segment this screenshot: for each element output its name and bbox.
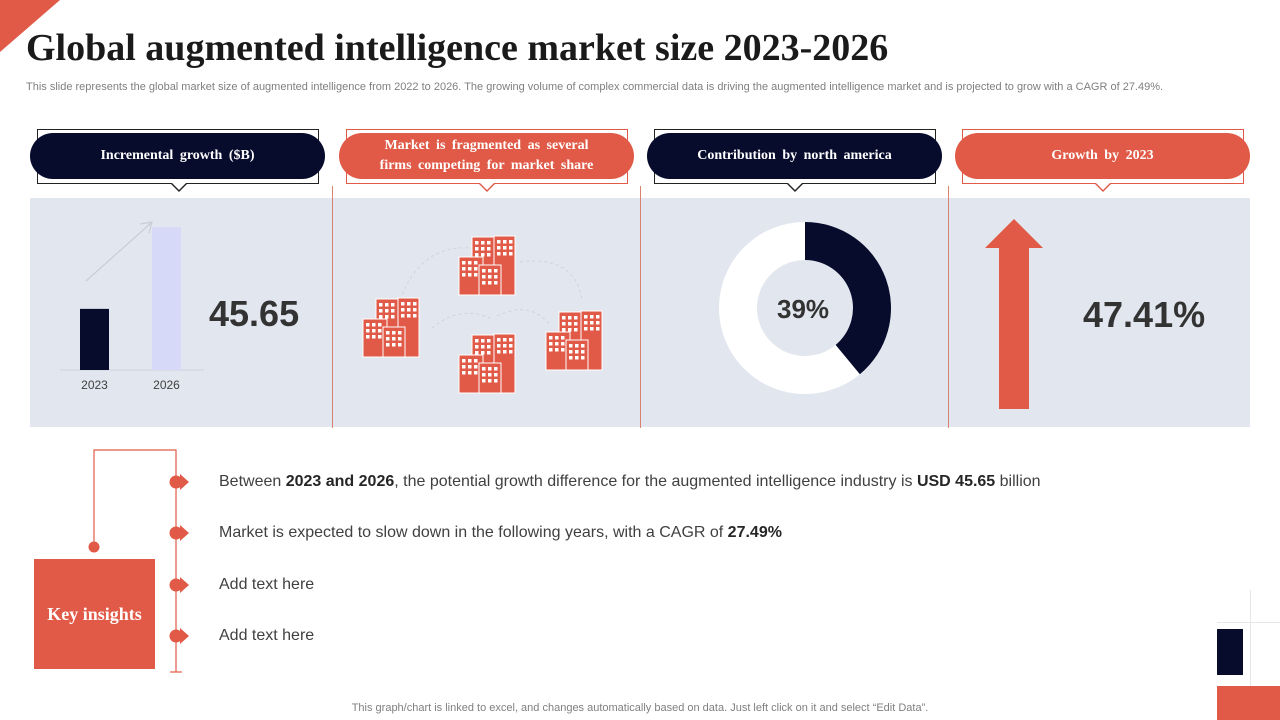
building-icon (458, 333, 516, 394)
corner-decoration-block (1217, 629, 1243, 675)
connector-arc (431, 312, 491, 329)
header-incremental-growth: Incremental growth ($B) (30, 133, 325, 179)
panel-divider (640, 186, 641, 428)
insight-marker-icon (169, 577, 189, 593)
header-pointer (786, 182, 804, 192)
header-market-fragmented: Market is fragmented as several firms co… (339, 133, 634, 179)
growth-value: 47.41% (1083, 294, 1206, 335)
corner-decoration-block (1217, 686, 1280, 720)
page-title: Global augmented intelligence market siz… (26, 27, 889, 69)
incremental-growth-value: 45.65 (209, 293, 300, 334)
header-growth-by-2023: Growth by 2023 (955, 133, 1250, 179)
bar-2023 (80, 308, 109, 370)
up-arrow-icon (985, 219, 1043, 409)
connector-line (93, 449, 177, 672)
trend-arrow-line (85, 222, 152, 282)
panel-divider (948, 186, 949, 428)
corner-decoration-line (1250, 590, 1251, 705)
page-subtitle: This slide represents the global market … (26, 81, 1164, 93)
donut-center-value: 39% (777, 294, 830, 324)
insight-item-3: Add text here (219, 576, 315, 593)
bar-2026 (152, 227, 181, 370)
building-icon (545, 310, 603, 371)
donut-slice-rest (719, 222, 860, 394)
connector-arc (399, 247, 471, 301)
panel-divider (332, 186, 333, 428)
corner-decoration-line (1217, 622, 1280, 623)
header-contribution-north-america: Contribution by north america (647, 133, 942, 179)
header-pointer (478, 182, 496, 192)
insight-item-4: Add text here (219, 627, 315, 644)
building-icon (362, 297, 420, 358)
key-insights-box: Key insights (34, 559, 155, 669)
donut-slice-north-america (805, 222, 892, 375)
bar-label-2026: 2026 (153, 378, 180, 392)
corner-decoration (0, 0, 60, 52)
insight-marker-icon (169, 628, 189, 644)
building-icon (458, 235, 516, 296)
header-pointer (1094, 182, 1112, 192)
header-pointer (170, 182, 188, 192)
connector-arc (496, 309, 551, 326)
trend-arrow-head (139, 221, 153, 234)
insight-item-1: Between 2023 and 2026, the potential gro… (219, 473, 1041, 490)
insight-marker-icon (169, 474, 189, 490)
insight-marker-icon (169, 525, 189, 541)
connector-dot (88, 541, 100, 553)
footer-note: This graph/chart is linked to excel, and… (351, 702, 929, 714)
connector-arc (519, 260, 583, 301)
insight-item-2: Market is expected to slow down in the f… (219, 524, 782, 541)
bar-label-2023: 2023 (81, 378, 108, 392)
